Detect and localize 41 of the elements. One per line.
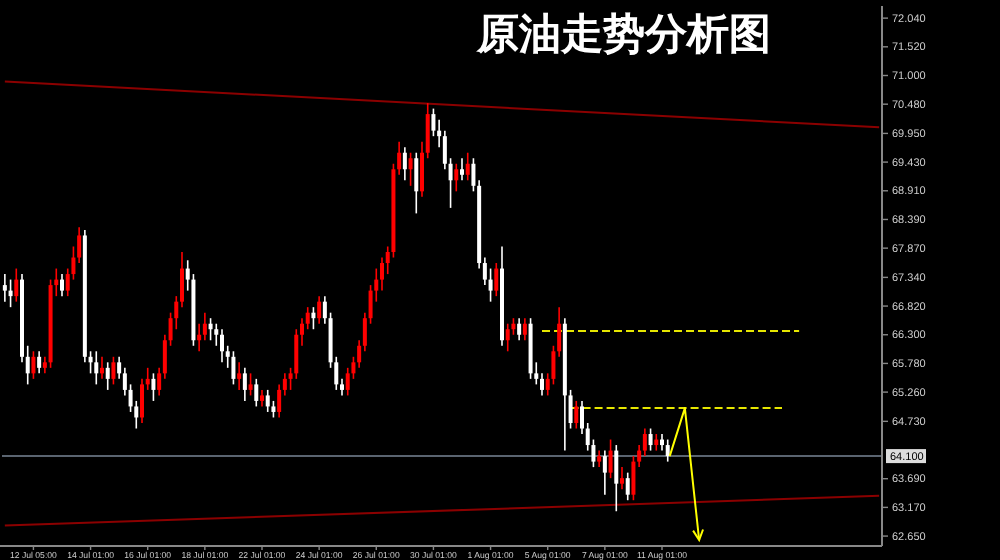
candlestick — [220, 328, 224, 364]
candlestick — [237, 361, 242, 391]
candlestick — [94, 350, 99, 386]
candlestick — [151, 372, 156, 402]
candlestick — [265, 389, 270, 413]
candlestick — [614, 444, 619, 513]
candlestick — [625, 471, 630, 502]
candlestick — [317, 295, 322, 325]
candlestick — [8, 278, 13, 308]
candlestick — [608, 438, 613, 479]
candlestick — [37, 350, 42, 375]
candlestick — [242, 367, 247, 402]
candlestick — [408, 151, 413, 187]
candlestick — [654, 433, 659, 452]
candlestick — [231, 350, 236, 386]
candlestick — [602, 449, 607, 496]
candlestick — [2, 273, 7, 303]
candlestick — [620, 466, 624, 490]
candlestick — [311, 306, 316, 331]
candlestick — [648, 427, 653, 452]
candlestick — [100, 356, 104, 380]
candlestick — [454, 162, 459, 193]
candlestick — [248, 372, 253, 397]
candlestick — [111, 356, 116, 386]
candlestick — [31, 350, 36, 380]
candlestick — [460, 157, 464, 182]
chart-title: 原油走势分析图 — [475, 8, 771, 58]
candlestick — [522, 317, 527, 342]
candlestick — [517, 317, 522, 342]
candlestick — [414, 151, 419, 215]
candlestick — [105, 361, 110, 391]
candlestick — [665, 438, 670, 463]
candlestick — [14, 267, 19, 303]
candlestick — [208, 317, 213, 342]
candlestick — [60, 273, 64, 297]
candlestick — [494, 262, 499, 297]
candlestick — [254, 378, 259, 408]
candlestick — [505, 322, 510, 353]
candlestick — [465, 151, 470, 182]
candlestick — [402, 146, 407, 182]
candlestick — [574, 400, 579, 430]
